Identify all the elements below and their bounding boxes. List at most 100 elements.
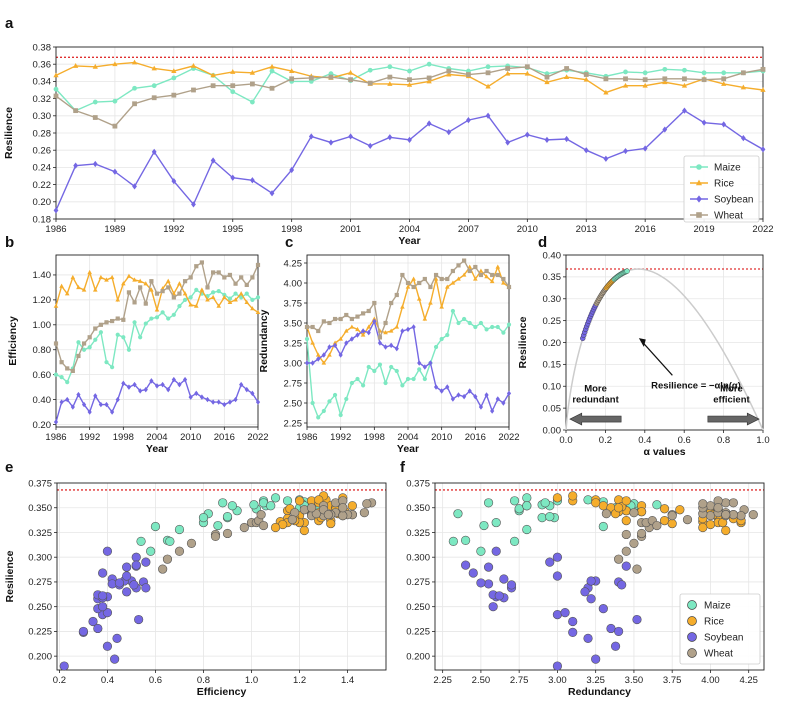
scatter-point-soybean: [545, 557, 555, 567]
data-point-wheat: [98, 322, 103, 327]
x-tick-label: 2004: [146, 432, 167, 443]
data-point-rice: [131, 59, 138, 65]
data-point-wheat: [603, 76, 609, 82]
data-point-rice: [289, 68, 295, 73]
data-point-rice: [422, 316, 428, 321]
x-tick-label: 1.0: [756, 435, 769, 446]
scatter-point-maize: [583, 495, 593, 505]
data-point-soybean: [269, 190, 275, 197]
data-point-rice: [255, 309, 261, 315]
data-point-soybean: [191, 201, 196, 208]
data-point-wheat: [544, 74, 550, 80]
scatter-point-soybean: [586, 594, 596, 604]
data-point-soybean: [450, 396, 455, 402]
scatter-point-maize: [448, 536, 458, 546]
scatter-point-wheat: [287, 515, 297, 525]
data-point-soybean: [603, 155, 609, 162]
more-efficient-label: efficient: [713, 394, 750, 405]
data-point-rice: [366, 324, 372, 329]
data-point-wheat: [450, 268, 455, 274]
scatter-point-maize: [598, 521, 608, 532]
scatter-point-soybean: [552, 552, 563, 562]
data-point-soybean: [389, 342, 394, 349]
data-point-rice: [269, 63, 275, 69]
data-point-soybean: [53, 207, 59, 214]
data-point-maize: [400, 383, 405, 388]
data-point-soybean: [501, 400, 506, 406]
data-point-maize: [171, 312, 176, 317]
data-point-rice: [244, 299, 250, 305]
scatter-point-wheat: [162, 554, 173, 564]
data-point-rice: [53, 303, 59, 308]
scatter-point-maize: [545, 512, 555, 522]
data-point-wheat: [138, 285, 143, 290]
y-tick-label: 0.10: [543, 382, 562, 393]
data-point-wheat: [104, 320, 109, 325]
data-point-wheat: [367, 80, 373, 86]
scatter-point-soybean: [122, 587, 132, 597]
data-point-soybean: [110, 409, 115, 415]
y-tick-label: 0.60: [33, 370, 52, 381]
more-redundant-label: More: [584, 384, 607, 395]
data-point-maize: [450, 308, 455, 314]
data-point-soybean: [304, 360, 310, 366]
y-tick-label: 0.30: [543, 294, 562, 305]
data-point-soybean: [255, 399, 261, 405]
data-point-soybean: [289, 166, 295, 174]
data-point-rice: [121, 281, 126, 286]
data-point-maize: [344, 396, 349, 402]
data-point-maize: [623, 69, 628, 75]
data-point-maize: [394, 368, 399, 374]
x-tick-label: 2004: [397, 432, 418, 443]
data-point-rice: [338, 336, 343, 341]
legend-label-maize: Maize: [714, 163, 741, 174]
scatter-point-maize: [218, 498, 228, 508]
x-tick-label: 1986: [45, 224, 66, 235]
data-point-soybean: [473, 393, 478, 400]
scatter-point-maize: [165, 536, 175, 546]
data-point-soybean: [188, 394, 193, 400]
x-tick-label: 1.0: [245, 675, 258, 686]
scatter-point-soybean: [598, 604, 608, 614]
scatter-point-soybean: [488, 602, 498, 612]
scatter-point-soybean: [610, 641, 621, 651]
axes-frame: [434, 482, 765, 671]
legend-label-soybean: Soybean: [704, 633, 743, 644]
data-point-maize: [332, 392, 338, 398]
data-point-wheat: [760, 66, 766, 72]
data-point-rice: [473, 276, 478, 281]
data-point-rice: [126, 273, 132, 278]
data-point-wheat: [564, 66, 570, 71]
scatter-point-soybean: [134, 614, 144, 625]
data-point-rice: [446, 71, 452, 77]
data-point-maize: [249, 99, 255, 105]
scatter-point-maize: [514, 504, 524, 514]
data-point-wheat: [239, 275, 244, 280]
scatter-point-maize: [249, 500, 259, 510]
resilience-curve: [565, 268, 764, 431]
alpha-point: [624, 268, 630, 274]
data-point-maize: [485, 64, 491, 70]
data-point-rice: [461, 272, 467, 277]
scatter-point-soybean: [580, 587, 590, 597]
scatter-point-wheat: [728, 498, 738, 508]
scatter-point-maize: [222, 512, 233, 522]
data-point-soybean: [462, 393, 467, 400]
data-point-rice: [154, 307, 160, 312]
data-point-rice: [760, 87, 766, 92]
x-tick-label: 0.2: [53, 675, 66, 686]
data-point-maize: [132, 85, 137, 91]
scatter-point-wheat: [338, 511, 348, 521]
data-point-soybean: [740, 135, 746, 142]
data-point-soybean: [348, 133, 353, 140]
x-tick-label: 2022: [247, 432, 268, 443]
x-axis-label: Efficiency: [197, 686, 247, 698]
legend-label-wheat: Wheat: [714, 211, 743, 222]
data-point-soybean: [230, 174, 236, 181]
x-tick-label: 2022: [752, 224, 773, 235]
data-point-rice: [72, 63, 79, 68]
data-point-wheat: [338, 316, 343, 322]
data-point-wheat: [355, 314, 360, 319]
data-point-wheat: [623, 76, 628, 82]
scatter-point-soybean: [583, 633, 593, 643]
